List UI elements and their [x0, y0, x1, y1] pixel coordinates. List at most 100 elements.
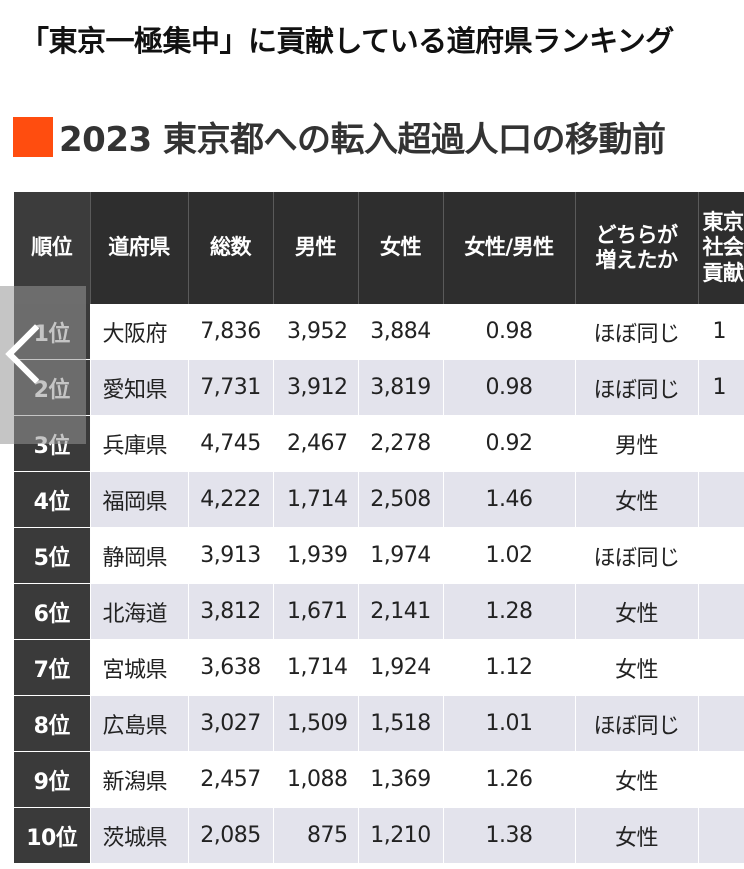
- table-row: 4位 福岡県 4,222 1,714 2,508 1.46 女性: [14, 471, 744, 528]
- cell-total: 2,085: [188, 807, 274, 864]
- header-total: 総数: [188, 192, 274, 304]
- cell-total: 3,812: [188, 583, 274, 640]
- cell-rank: 7位: [14, 639, 91, 696]
- cell-prefecture: 愛知県: [90, 359, 189, 416]
- table-row: 3位 兵庫県 4,745 2,467 2,278 0.92 男性: [14, 415, 744, 472]
- cell-female: 1,210: [358, 807, 444, 864]
- cell-female: 2,141: [358, 583, 444, 640]
- cell-ratio: 1.01: [443, 695, 576, 752]
- cell-female: 1,974: [358, 527, 444, 584]
- header-which-line1: どちらが: [595, 222, 679, 247]
- cell-rank: 4位: [14, 471, 91, 528]
- cell-male: 1,939: [273, 527, 359, 584]
- cell-rank: 8位: [14, 695, 91, 752]
- header-contribution-line3: 貢献: [702, 260, 744, 285]
- header-contribution-line2: 社会: [702, 235, 744, 260]
- ranking-table-container[interactable]: 順位 道府県 総数 男性 女性 女性/男性 どちらが 増えたか 東京 社会 貢献…: [14, 192, 744, 869]
- cell-total: 7,731: [188, 359, 274, 416]
- table-row: 10位 茨城県 2,085 875 1,210 1.38 女性: [14, 807, 744, 864]
- table-row: 8位 広島県 3,027 1,509 1,518 1.01 ほぼ同じ: [14, 695, 744, 752]
- cell-total: 4,222: [188, 471, 274, 528]
- cell-rank: 6位: [14, 583, 91, 640]
- cell-which: 女性: [575, 583, 699, 640]
- table-row: 7位 宮城県 3,638 1,714 1,924 1.12 女性: [14, 639, 744, 696]
- cell-contribution: [698, 639, 744, 696]
- cell-ratio: 0.98: [443, 359, 576, 416]
- cell-rank: 5位: [14, 527, 91, 584]
- table-subtitle: 2023 東京都への転入超過人口の移動前: [13, 112, 666, 160]
- header-prefecture: 道府県: [90, 192, 189, 304]
- back-button[interactable]: [0, 286, 86, 444]
- cell-female: 3,819: [358, 359, 444, 416]
- page-headline: 「東京一極集中」に貢献している道府県ランキング: [20, 24, 674, 58]
- cell-male: 3,952: [273, 304, 359, 360]
- cell-contribution: [698, 695, 744, 752]
- cell-male: 1,714: [273, 471, 359, 528]
- table-header-row: 順位 道府県 総数 男性 女性 女性/男性 どちらが 増えたか 東京 社会 貢献: [14, 192, 744, 304]
- chevron-left-icon: [5, 324, 65, 384]
- cell-total: 3,913: [188, 527, 274, 584]
- ranking-table: 順位 道府県 総数 男性 女性 女性/男性 どちらが 増えたか 東京 社会 貢献…: [14, 192, 744, 864]
- cell-contribution: 1: [698, 304, 744, 360]
- cell-contribution: 1: [698, 359, 744, 416]
- cell-contribution: [698, 583, 744, 640]
- cell-contribution: [698, 527, 744, 584]
- cell-contribution: [698, 471, 744, 528]
- cell-ratio: 0.92: [443, 415, 576, 472]
- cell-which: ほぼ同じ: [575, 695, 699, 752]
- header-ratio: 女性/男性: [443, 192, 576, 304]
- cell-contribution: [698, 415, 744, 472]
- cell-female: 1,518: [358, 695, 444, 752]
- cell-ratio: 1.26: [443, 751, 576, 808]
- cell-ratio: 1.38: [443, 807, 576, 864]
- cell-contribution: [698, 751, 744, 808]
- cell-which: ほぼ同じ: [575, 304, 699, 360]
- header-which-line2: 増えたか: [595, 248, 679, 272]
- table-row: 6位 北海道 3,812 1,671 2,141 1.28 女性: [14, 583, 744, 640]
- header-male: 男性: [273, 192, 359, 304]
- table-row: 5位 静岡県 3,913 1,939 1,974 1.02 ほぼ同じ: [14, 527, 744, 584]
- cell-female: 2,278: [358, 415, 444, 472]
- cell-ratio: 1.12: [443, 639, 576, 696]
- cell-male: 1,671: [273, 583, 359, 640]
- cell-prefecture: 静岡県: [90, 527, 189, 584]
- cell-which: 女性: [575, 639, 699, 696]
- cell-rank: 10位: [14, 807, 91, 864]
- cell-which: ほぼ同じ: [575, 359, 699, 416]
- cell-total: 2,457: [188, 751, 274, 808]
- cell-prefecture: 大阪府: [90, 304, 189, 360]
- cell-prefecture: 北海道: [90, 583, 189, 640]
- cell-male: 1,088: [273, 751, 359, 808]
- header-contribution: 東京 社会 貢献: [698, 192, 744, 304]
- cell-ratio: 0.98: [443, 304, 576, 360]
- cell-female: 1,369: [358, 751, 444, 808]
- cell-prefecture: 新潟県: [90, 751, 189, 808]
- cell-rank: 9位: [14, 751, 91, 808]
- cell-which: 男性: [575, 415, 699, 472]
- header-rank: 順位: [14, 192, 91, 304]
- header-female: 女性: [358, 192, 444, 304]
- header-which: どちらが 増えたか: [575, 192, 699, 304]
- cell-total: 3,027: [188, 695, 274, 752]
- cell-which: 女性: [575, 751, 699, 808]
- header-contribution-line1: 東京: [702, 210, 744, 235]
- cell-total: 4,745: [188, 415, 274, 472]
- cell-which: ほぼ同じ: [575, 527, 699, 584]
- cell-ratio: 1.28: [443, 583, 576, 640]
- cell-prefecture: 兵庫県: [90, 415, 189, 472]
- cell-female: 3,884: [358, 304, 444, 360]
- cell-total: 7,836: [188, 304, 274, 360]
- cell-prefecture: 茨城県: [90, 807, 189, 864]
- cell-male: 1,714: [273, 639, 359, 696]
- cell-female: 1,924: [358, 639, 444, 696]
- subtitle-text: 2023 東京都への転入超過人口の移動前: [59, 120, 666, 160]
- accent-square-icon: [13, 116, 53, 157]
- cell-prefecture: 宮城県: [90, 639, 189, 696]
- cell-which: 女性: [575, 807, 699, 864]
- cell-ratio: 1.46: [443, 471, 576, 528]
- cell-total: 3,638: [188, 639, 274, 696]
- cell-prefecture: 広島県: [90, 695, 189, 752]
- cell-male: 3,912: [273, 359, 359, 416]
